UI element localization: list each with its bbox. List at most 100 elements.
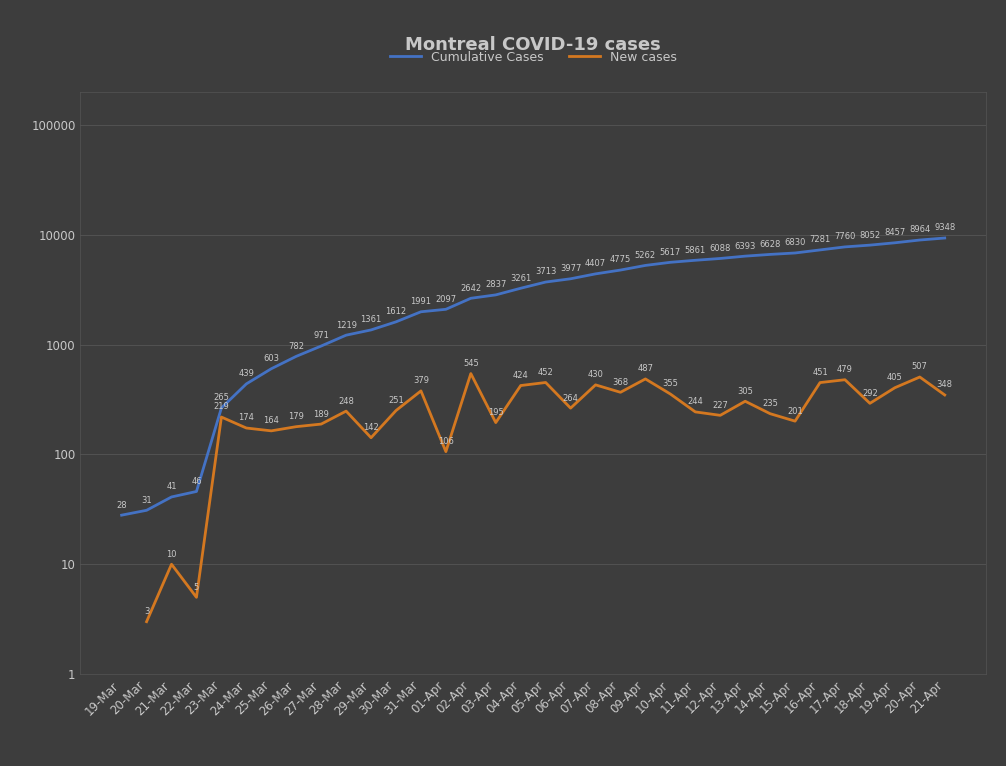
- Text: 201: 201: [788, 407, 803, 416]
- Cumulative Cases: [190, 487, 202, 496]
- Cumulative Cases: [789, 248, 801, 257]
- New cases: [814, 378, 826, 387]
- Text: 379: 379: [412, 376, 429, 385]
- Cumulative Cases: [689, 256, 701, 265]
- New cases: [839, 375, 851, 385]
- New cases: [414, 386, 427, 395]
- Text: 6393: 6393: [734, 241, 756, 250]
- New cases: [141, 617, 153, 627]
- Text: 2097: 2097: [436, 295, 457, 304]
- Text: 305: 305: [737, 387, 753, 396]
- Text: 106: 106: [438, 437, 454, 446]
- Text: 6628: 6628: [760, 240, 781, 249]
- Text: 4407: 4407: [584, 260, 606, 268]
- New cases: [315, 420, 327, 429]
- Text: 971: 971: [313, 332, 329, 340]
- Text: 195: 195: [488, 408, 504, 417]
- Cumulative Cases: [414, 307, 427, 316]
- Cumulative Cases: [913, 235, 926, 244]
- New cases: [889, 383, 901, 392]
- Cumulative Cases: [490, 290, 502, 300]
- Cumulative Cases: [664, 257, 676, 267]
- New cases: [615, 388, 627, 397]
- Text: 10: 10: [166, 550, 177, 558]
- Text: 31: 31: [141, 496, 152, 505]
- Text: 8457: 8457: [884, 228, 905, 237]
- Text: 355: 355: [662, 379, 678, 388]
- Cumulative Cases: [440, 305, 452, 314]
- Text: 507: 507: [911, 362, 928, 372]
- Cumulative Cases: [839, 242, 851, 251]
- New cases: [789, 417, 801, 426]
- Text: 7760: 7760: [834, 232, 856, 241]
- Text: 174: 174: [238, 414, 255, 423]
- New cases: [539, 378, 551, 387]
- Text: 1612: 1612: [385, 307, 406, 316]
- New cases: [340, 407, 352, 416]
- Text: 6830: 6830: [785, 238, 806, 247]
- New cases: [864, 399, 876, 408]
- New cases: [390, 406, 402, 415]
- New cases: [365, 433, 377, 442]
- New cases: [465, 369, 477, 378]
- Text: 430: 430: [588, 370, 604, 379]
- Cumulative Cases: [939, 234, 951, 243]
- Text: 227: 227: [712, 401, 728, 410]
- Line: Cumulative Cases: Cumulative Cases: [122, 238, 945, 516]
- Cumulative Cases: [864, 241, 876, 250]
- Text: 368: 368: [613, 378, 629, 387]
- Text: 3977: 3977: [560, 264, 581, 273]
- Text: 424: 424: [513, 371, 528, 380]
- Cumulative Cases: [640, 261, 652, 270]
- Text: 142: 142: [363, 423, 379, 432]
- Text: 219: 219: [213, 402, 229, 411]
- New cases: [266, 426, 278, 435]
- Cumulative Cases: [564, 274, 576, 283]
- New cases: [165, 560, 177, 569]
- New cases: [515, 381, 527, 390]
- Text: 439: 439: [238, 369, 255, 378]
- New cases: [689, 408, 701, 417]
- Cumulative Cases: [141, 506, 153, 515]
- Cumulative Cases: [714, 254, 726, 263]
- Text: 782: 782: [289, 342, 304, 351]
- New cases: [664, 389, 676, 398]
- Cumulative Cases: [889, 238, 901, 247]
- New cases: [190, 593, 202, 602]
- New cases: [215, 412, 227, 421]
- New cases: [490, 418, 502, 427]
- Text: 1991: 1991: [410, 297, 432, 306]
- Text: 3261: 3261: [510, 273, 531, 283]
- New cases: [590, 380, 602, 389]
- Text: 603: 603: [264, 354, 280, 363]
- Text: 452: 452: [538, 368, 553, 377]
- Cumulative Cases: [539, 277, 551, 286]
- Text: 251: 251: [388, 396, 403, 405]
- Text: 46: 46: [191, 477, 202, 486]
- Text: 7281: 7281: [810, 235, 831, 244]
- Text: 179: 179: [289, 412, 304, 421]
- Cumulative Cases: [290, 352, 302, 361]
- Text: 2642: 2642: [461, 283, 482, 293]
- Cumulative Cases: [165, 493, 177, 502]
- Text: 9348: 9348: [935, 224, 956, 232]
- New cases: [290, 422, 302, 431]
- Text: 41: 41: [166, 483, 177, 492]
- Text: 5861: 5861: [685, 246, 706, 255]
- Text: 235: 235: [763, 399, 778, 408]
- Text: 264: 264: [562, 394, 578, 403]
- Text: 405: 405: [887, 373, 902, 382]
- Legend: Cumulative Cases, New cases: Cumulative Cases, New cases: [384, 46, 682, 69]
- New cases: [714, 411, 726, 420]
- Cumulative Cases: [515, 283, 527, 293]
- Text: 164: 164: [264, 416, 280, 425]
- Text: 248: 248: [338, 397, 354, 405]
- Cumulative Cases: [340, 331, 352, 340]
- Text: 1361: 1361: [360, 316, 381, 324]
- Text: 265: 265: [213, 394, 229, 402]
- Text: 8052: 8052: [859, 231, 880, 240]
- Cumulative Cases: [315, 342, 327, 351]
- Line: New cases: New cases: [147, 374, 945, 622]
- Text: 451: 451: [812, 368, 828, 377]
- New cases: [913, 372, 926, 381]
